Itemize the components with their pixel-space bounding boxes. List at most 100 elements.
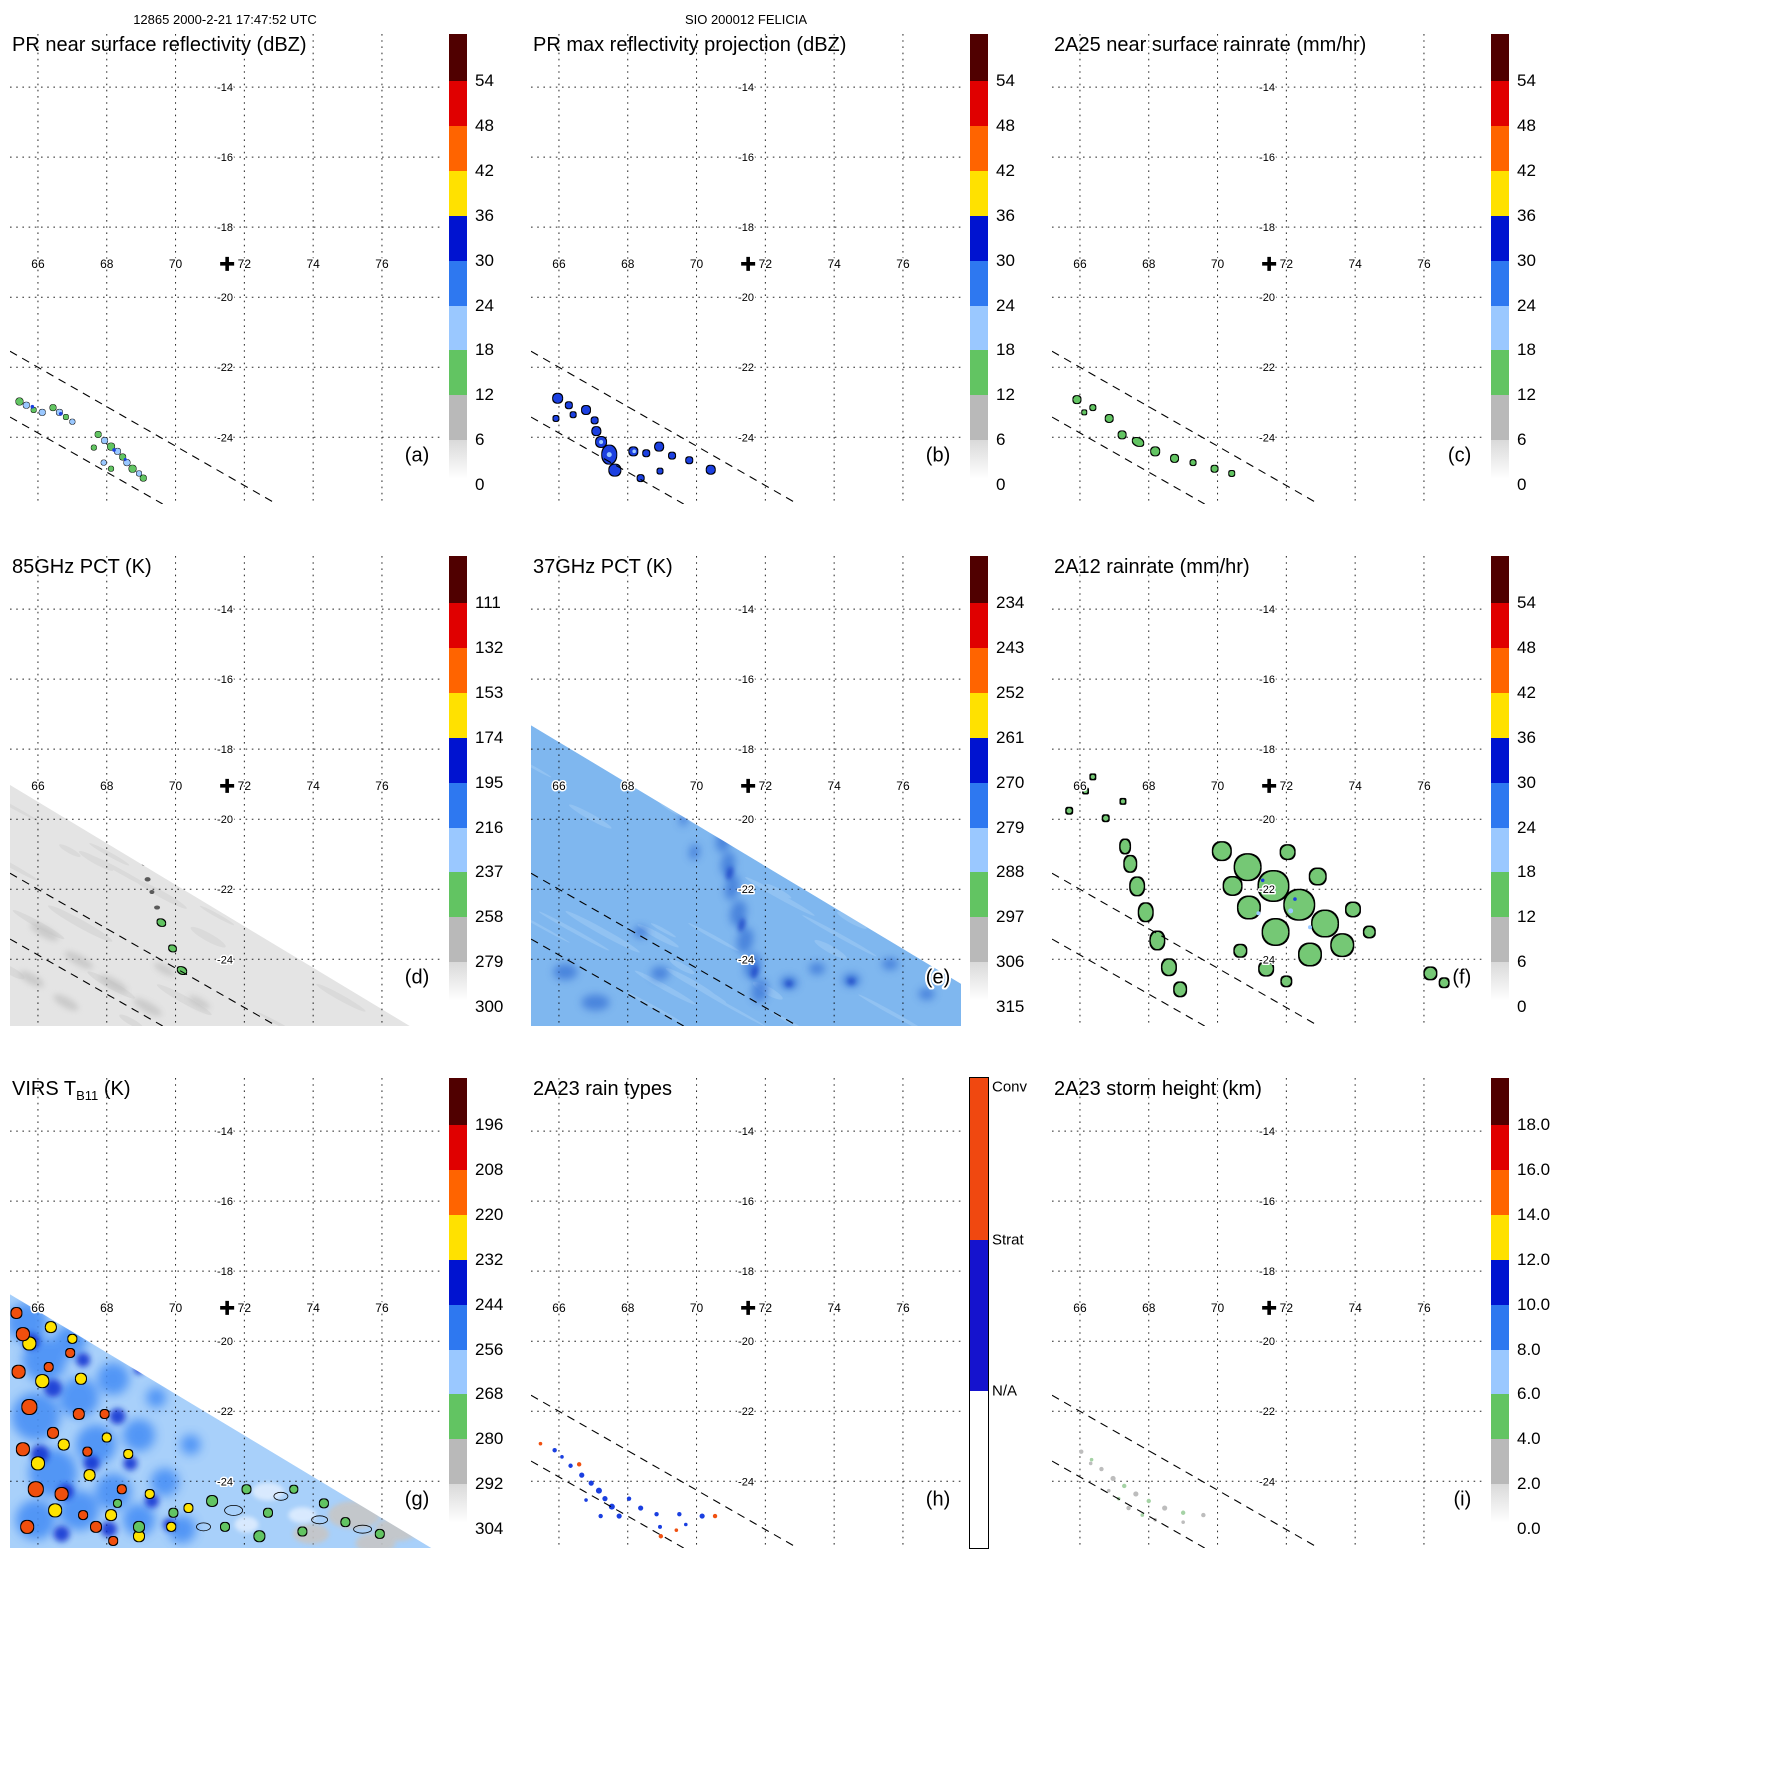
- lat-label: -16: [738, 1196, 754, 1208]
- colorbar-tick-label: 24: [475, 295, 494, 315]
- lat-label: -16: [217, 152, 233, 164]
- panel-c: 2A25 near surface rainrate (mm/hr) 66 68 7…: [1042, 34, 1563, 556]
- storm-center-marker: [741, 1300, 756, 1315]
- colorbar-segment: [1491, 1078, 1509, 1125]
- storm-center-marker: [741, 778, 756, 793]
- lon-label: 66: [1073, 257, 1087, 271]
- colorbar-segment: [1491, 440, 1509, 504]
- colorbar-segment: [1491, 1214, 1509, 1260]
- colorbar-segment: [970, 350, 988, 396]
- colorbar-segment: [449, 1214, 467, 1260]
- grid-lines: [1052, 1078, 1482, 1548]
- lon-label: 68: [1142, 1301, 1156, 1315]
- storm-name: SIO 200012 FELICIA: [684, 12, 808, 27]
- storm-center-marker: [741, 256, 756, 271]
- grid-lines: [1052, 34, 1482, 504]
- lon-label: 66: [552, 779, 566, 793]
- panel-body: 66 68 70 72 74 76 -14 -16 -18 -20 -22 -24 (f) 54 48 42…: [1052, 556, 1573, 1026]
- colorbar-wrap: 54 48 42 36 30 24 18 12 6 0: [449, 34, 531, 504]
- blob-layer: [1079, 1449, 1206, 1524]
- colorbar-segment: [1491, 81, 1509, 126]
- colorbar-tick-label: 8.0: [1517, 1339, 1541, 1359]
- colorbar-tick-label: 244: [475, 1294, 504, 1314]
- colorbar-tick-label: 54: [996, 71, 1015, 90]
- lon-label: 76: [1417, 1301, 1431, 1315]
- colorbar-segment: [1491, 34, 1509, 81]
- colorbar-segment: [449, 260, 467, 306]
- lat-label: -16: [217, 1196, 233, 1208]
- colorbar-segment: [1491, 782, 1509, 828]
- colorbar-segment: [449, 1304, 467, 1350]
- colorbar-tick-label: 30: [996, 250, 1015, 270]
- lat-label: -22: [738, 1406, 754, 1418]
- panel-title: 37GHz PCT (K): [533, 556, 673, 578]
- colorbar-segment: [1491, 1484, 1509, 1548]
- lat-label: -24: [217, 1476, 233, 1488]
- colorbar-segment: [1491, 1394, 1509, 1440]
- lat-label: -24: [217, 954, 233, 966]
- lat-label: -18: [217, 744, 233, 756]
- colorbar-tick-label: 42: [1517, 160, 1536, 180]
- colorbar-tick-label: 195: [475, 772, 504, 792]
- colorbar-tick-label: 14.0: [1517, 1204, 1551, 1224]
- panel-body: 66 68 70 72 74 76 -14 -16 -18 -20 -22 -24 (d) 111 132…: [10, 556, 531, 1026]
- lon-label: 74: [827, 1301, 841, 1315]
- colorbar-tick-label: 36: [996, 205, 1015, 225]
- lon-label: 72: [759, 779, 773, 793]
- data-field: [538, 1441, 718, 1539]
- colorbar: [1491, 1078, 1509, 1548]
- lon-label: 68: [621, 779, 635, 793]
- panel-letter: (b): [926, 445, 950, 467]
- swath-edge-lines: [1052, 872, 1319, 1026]
- colorbar-segment: [449, 81, 467, 126]
- lon-label: 68: [1142, 257, 1156, 271]
- lon-label: 74: [1348, 779, 1362, 793]
- colorbar-tick-label: 36: [1517, 205, 1536, 225]
- lat-label: -24: [738, 1476, 754, 1488]
- blob-layer: [553, 393, 715, 482]
- panel-title: 2A25 near surface rainrate (mm/hr): [1054, 34, 1367, 56]
- colorbar-tick-label: 12: [1517, 385, 1536, 405]
- colorbar-tick-label: 6: [475, 430, 485, 450]
- colorbar-tick-label: 111: [475, 593, 501, 612]
- colorbar-segment: [449, 34, 467, 81]
- colorbar-tick-label: 220: [475, 1204, 504, 1224]
- colorbar-tick-label: 12: [996, 385, 1015, 405]
- storm-center-marker: [220, 256, 235, 271]
- blob-layer: [30, 404, 127, 461]
- lon-label: 66: [552, 257, 566, 271]
- colorbar-segment: [970, 1078, 988, 1241]
- colorbar-tick-label: 268: [475, 1384, 504, 1404]
- grid-lines: [10, 556, 440, 1026]
- colorbar-segment: [449, 125, 467, 171]
- lon-label: 70: [1211, 779, 1225, 793]
- map-plot: 66 68 70 72 74 76 -14 -16 -18 -20 -22 -24 (h): [531, 1078, 961, 1548]
- colorbar-tick-label: 297: [996, 907, 1025, 927]
- colorbar-segment: [1491, 215, 1509, 261]
- map-plot: 66 68 70 72 74 76 -14 -16 -18 -20 -22 -24 (g): [10, 1078, 440, 1548]
- colorbar-tick-label: 48: [1517, 115, 1536, 135]
- lon-label: 76: [1417, 779, 1431, 793]
- colorbar: [970, 34, 988, 504]
- lon-label: 70: [169, 779, 183, 793]
- colorbar-segment: [1491, 827, 1509, 873]
- lat-label: -18: [738, 744, 754, 756]
- colorbar-segment: [1491, 125, 1509, 171]
- colorbar-tick-label: 54: [475, 71, 494, 90]
- panel-title: PR near surface reflectivity (dBZ): [12, 34, 307, 56]
- map-annotations: 66 68 70 72 74 76 -14 -16 -18 -20 -22 -24 (i): [1052, 1125, 1473, 1548]
- colorbar-segment: [970, 603, 988, 648]
- panel-title-part: (K): [98, 1078, 131, 1100]
- lat-label: -18: [217, 222, 233, 234]
- colorbar-tick-label: 174: [475, 727, 504, 747]
- colorbar-segment: [449, 917, 467, 963]
- colorbar-tick-label: 292: [475, 1474, 504, 1494]
- blob-layer: [114, 1485, 400, 1542]
- colorbar-tick-label: 258: [475, 907, 504, 927]
- colorbar-tick-label: 132: [475, 637, 504, 657]
- colorbar-segment: [970, 737, 988, 783]
- lat-label: -24: [1259, 432, 1275, 444]
- panel-title: 85GHz PCT (K): [12, 556, 152, 578]
- lat-label: -16: [1259, 1196, 1275, 1208]
- colorbar-tick-label: 18: [475, 340, 494, 360]
